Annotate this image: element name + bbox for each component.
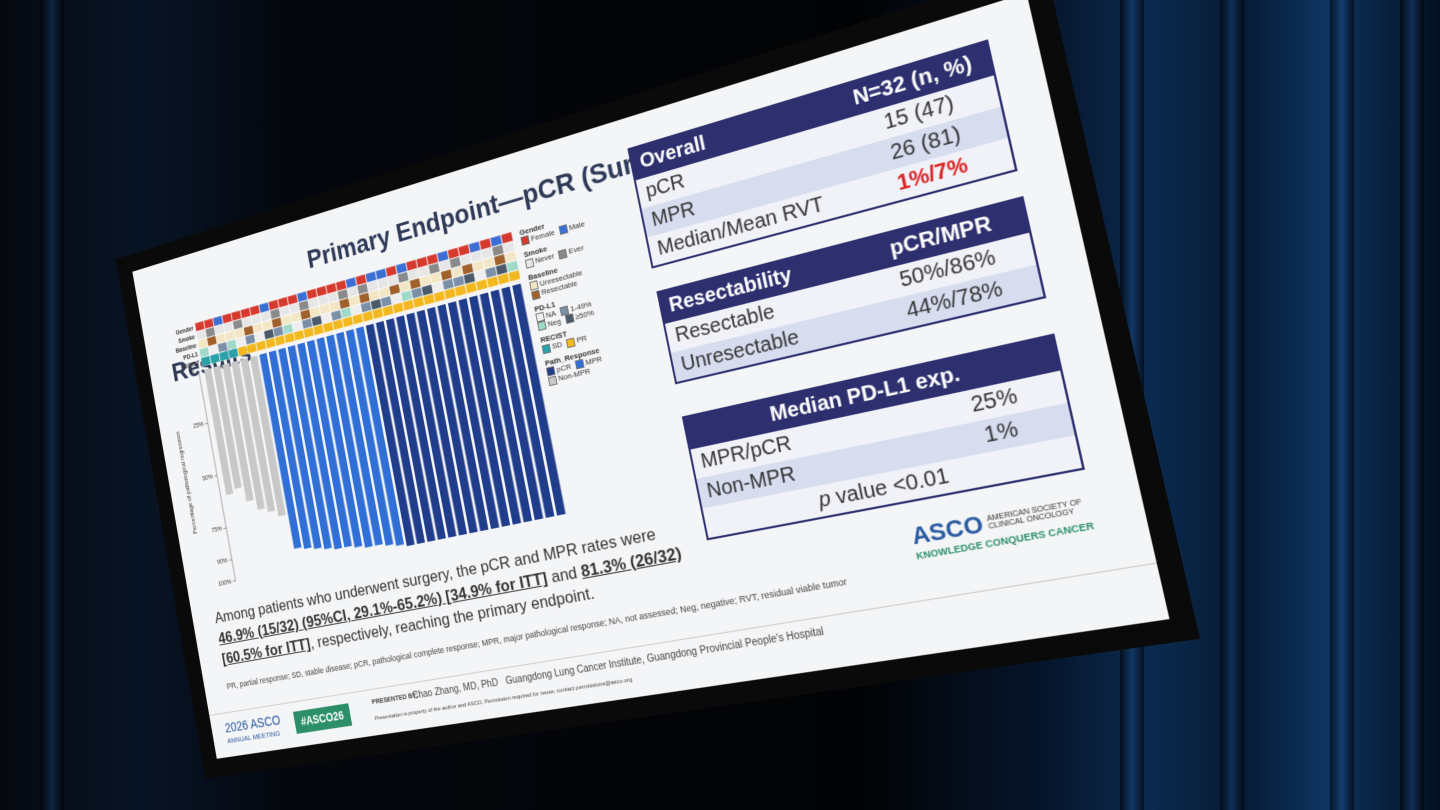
y-tick-label: 25%	[193, 421, 205, 430]
track-label: Smoke	[178, 334, 196, 345]
y-tick-label: 100%	[218, 578, 233, 588]
y-tick-label: 75%	[211, 526, 223, 535]
legend-swatch	[524, 257, 535, 269]
bar	[501, 286, 555, 518]
track-label: PD-L1	[183, 351, 199, 362]
y-tick-label: 50%	[202, 473, 214, 482]
hashtag: #ASCO26	[292, 703, 353, 734]
screen: Results Primary Endpoint—pCR (Surgery) P…	[115, 0, 1200, 779]
bar	[490, 289, 544, 521]
y-tick	[233, 581, 236, 582]
y-tick	[214, 475, 217, 476]
legend-swatch	[565, 337, 576, 348]
legend-label: Neg	[546, 316, 562, 329]
y-tick	[223, 528, 226, 529]
curtain	[1220, 0, 1244, 810]
legend-swatch	[541, 343, 552, 355]
presenter: Chao Zhang, MD, PhD	[411, 677, 500, 702]
curtain	[1330, 0, 1354, 810]
y-tick	[196, 371, 199, 372]
waterfall-chart: Percentage of pathological regression Gen…	[175, 222, 566, 588]
legend-swatch	[557, 248, 568, 260]
legend-swatch	[520, 235, 531, 247]
legend-swatch	[530, 289, 541, 301]
legend-label: SD	[551, 340, 563, 352]
summary-text: and	[545, 562, 584, 588]
slide: Results Primary Endpoint—pCR (Surgery) P…	[132, 0, 1170, 759]
bar	[512, 283, 566, 516]
legend-swatch	[537, 320, 547, 332]
y-tick-label: 90%	[217, 557, 229, 566]
y-tick-label: 0	[191, 369, 195, 377]
legend-label: PR	[575, 333, 588, 346]
legend-swatch	[558, 224, 569, 236]
y-tick	[205, 423, 208, 424]
curtain	[40, 0, 64, 810]
track-label: Gender	[175, 325, 194, 337]
y-axis-title: Percentage of pathological regression	[175, 431, 198, 535]
track-label: RECIST	[181, 360, 201, 372]
y-tick	[229, 560, 232, 561]
legend-swatch	[547, 375, 558, 386]
curtain	[1400, 0, 1424, 810]
legend-swatch	[564, 313, 575, 325]
